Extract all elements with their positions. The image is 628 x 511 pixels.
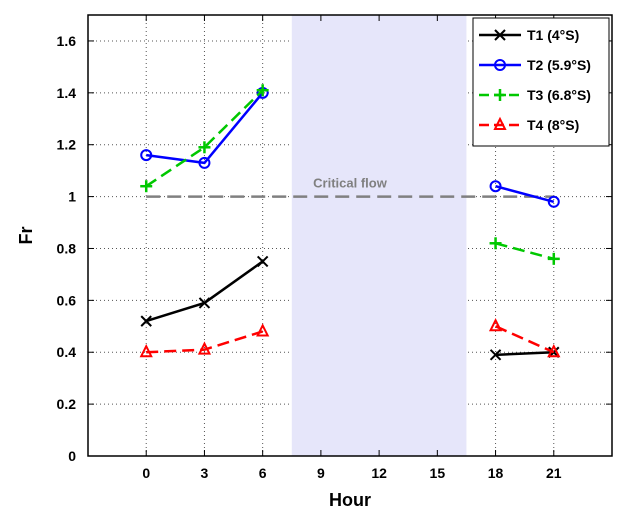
x-tick-label: 0 [142,465,150,481]
marker-triangle [547,343,561,358]
plot-frame [87,14,613,457]
legend-label: T3 (6.8°S) [527,87,591,103]
marker-triangle [488,318,503,332]
y-tick-label: 1 [68,189,76,205]
marker-plus [489,237,502,250]
y-tick-label: 0.4 [57,344,77,360]
legend-label: T1 (4°S) [527,27,579,43]
series-line [145,89,264,188]
x-tick-label: 21 [546,465,562,481]
marker-circle [494,59,506,71]
x-tick-label: 12 [371,465,387,481]
marker-circle [198,156,211,169]
y-tick-label: 1.4 [57,85,77,101]
series-line [146,92,264,165]
marker-triangle [256,323,270,337]
series-group [139,84,561,361]
legend: T1 (4°S) T2 (5.9°S) T3 (6.8°S) T4 (8°S) [472,17,610,147]
series-line [146,330,264,354]
x-axis-title: Hour [329,490,371,510]
marker-x [489,349,502,361]
x-tick-label: 18 [488,465,504,481]
x-tick-label: 3 [201,465,209,481]
y-tick-label: 0.8 [57,240,77,256]
x-tick-label: 15 [430,465,446,481]
reference-line-label: Critical flow [313,176,388,191]
legend-item-2: T2 (5.9°S) [479,57,591,73]
y-axis-title: Fr [16,227,36,245]
legend-item-1: T1 (4°S) [479,27,579,43]
series-2 [140,86,560,208]
x-tick-label: 9 [317,465,325,481]
marker-plus [494,89,506,101]
legend-label: T2 (5.9°S) [527,57,591,73]
series-3 [140,84,560,265]
legend-label: T4 (8°S) [527,117,579,133]
x-tick-label: 6 [259,465,267,481]
y-tick-label: 1.2 [57,137,77,153]
shaded-region [291,15,467,456]
series-line [495,350,554,357]
marker-plus [256,84,269,97]
marker-triangle [493,116,507,130]
marker-triangle [197,341,212,355]
y-tick-label: 0 [68,448,76,464]
marker-plus [547,252,560,265]
y-tick-label: 1.6 [57,33,77,49]
marker-x [256,255,269,268]
marker-plus [198,141,211,154]
y-tick-label: 0.6 [57,292,77,308]
series-line [495,185,555,203]
marker-x [198,297,211,309]
marker-circle [489,180,502,193]
series-line [495,325,555,354]
marker-circle [547,195,560,208]
legend-item-4: T4 (8°S) [479,116,579,133]
reference-line-group: Critical flow [146,176,554,198]
marker-plus [140,180,153,193]
legend-item-3: T3 (6.8°S) [479,87,591,103]
marker-circle [140,149,153,162]
series-line [495,242,555,261]
axes: 0 3 6 9 12 15 18 21 0 0.2 0.4 0.6 0.8 1 1.2 1.4 1.6 [57,14,613,481]
marker-x [140,315,152,327]
shaded-band [291,15,467,456]
marker-triangle [139,343,153,358]
y-tick-label: 0.2 [57,396,77,412]
series-4 [139,318,561,358]
marker-x [494,29,506,41]
